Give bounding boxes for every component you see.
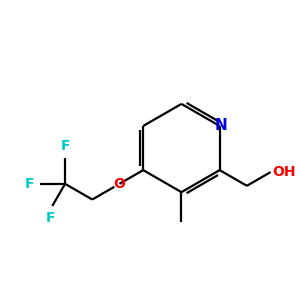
Text: OH: OH	[273, 165, 296, 179]
Text: F: F	[25, 177, 35, 191]
Text: F: F	[46, 211, 55, 225]
Text: O: O	[113, 177, 125, 191]
Text: F: F	[60, 140, 70, 153]
Text: N: N	[214, 118, 227, 134]
